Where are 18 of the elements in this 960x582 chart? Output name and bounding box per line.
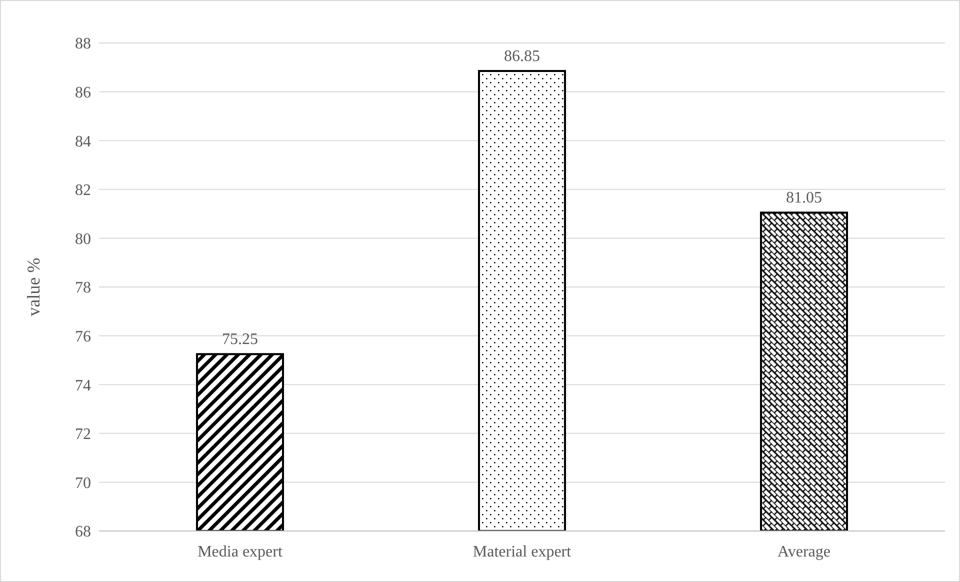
y-tick-label: 80 — [75, 230, 91, 248]
y-tick-label: 88 — [75, 36, 91, 53]
y-tick-label: 76 — [75, 328, 91, 346]
data-label: 75.25 — [222, 331, 258, 348]
y-tick-label: 74 — [75, 377, 91, 394]
y-tick-label: 82 — [75, 182, 91, 200]
y-tick-label: 72 — [75, 426, 91, 444]
x-tick-label: Media expert — [198, 543, 283, 560]
data-label: 86.85 — [504, 48, 540, 66]
x-tick-label: Material expert — [472, 543, 572, 560]
y-tick-label: 68 — [75, 524, 91, 541]
y-tick-label: 84 — [75, 133, 91, 150]
y-axis-title: value % — [23, 258, 44, 316]
x-tick-label: Average — [778, 543, 830, 560]
y-tick-label: 78 — [75, 280, 91, 297]
y-tick-label: 70 — [75, 474, 91, 492]
y-tick-label: 86 — [75, 84, 91, 102]
data-label: 81.05 — [786, 190, 822, 207]
